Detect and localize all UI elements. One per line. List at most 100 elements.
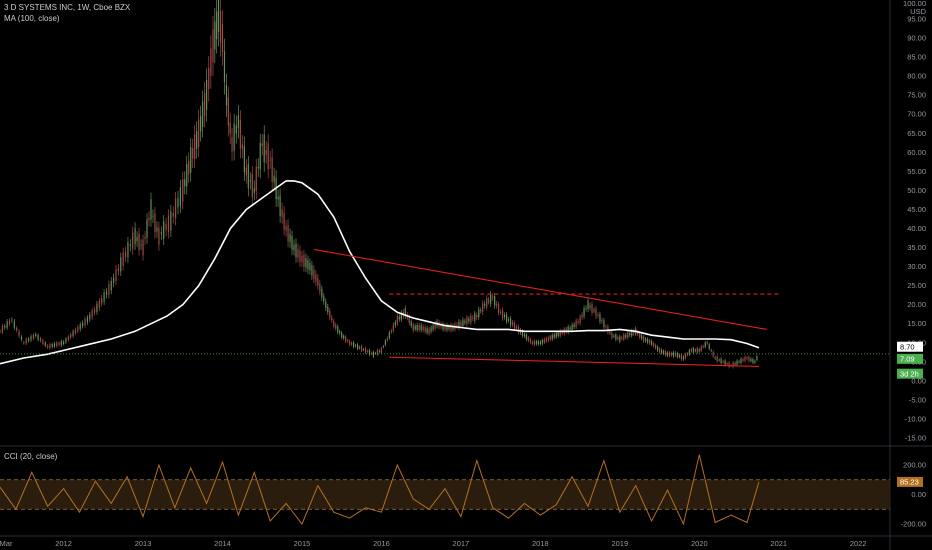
price-candle-body xyxy=(394,322,396,326)
price-candle-body xyxy=(360,346,363,351)
price-candle-body xyxy=(317,278,319,286)
price-candle-body xyxy=(223,51,226,82)
cci-tick-label: -200.00 xyxy=(901,520,926,529)
price-candle-body xyxy=(309,262,311,271)
price-candle-body xyxy=(257,166,259,169)
time-tick-label: 2015 xyxy=(294,539,311,548)
price-candle-body xyxy=(74,329,77,334)
cci-title[interactable]: CCI (20, close) xyxy=(4,452,58,461)
time-tick-label: 2012 xyxy=(55,539,72,548)
price-candle-body xyxy=(175,198,177,219)
price-candle-body xyxy=(609,331,611,334)
price-candle-body xyxy=(221,24,224,53)
price-candle-body xyxy=(656,346,659,351)
price-candle-body xyxy=(206,80,208,111)
price-tick-label: 90.00 xyxy=(907,34,926,43)
price-candle-body xyxy=(229,122,231,134)
price-candle-body xyxy=(464,320,466,323)
price-candle-body xyxy=(44,342,46,347)
price-candle-body xyxy=(261,143,263,147)
price-candle-body xyxy=(323,296,325,302)
price-candle-body xyxy=(136,236,138,242)
price-candle-body xyxy=(299,250,301,262)
price-candle-body xyxy=(482,303,484,312)
price-candle-body xyxy=(619,336,621,342)
price-candle-body xyxy=(150,199,152,220)
price-axis-top-label: 100.00 xyxy=(903,0,926,8)
ma-legend[interactable]: MA (100, close) xyxy=(4,14,60,23)
price-candle-body xyxy=(547,337,549,341)
price-tick-label: 30.00 xyxy=(907,262,926,271)
price-candle-body xyxy=(287,224,289,242)
price-candle-body xyxy=(167,215,170,233)
price-candle-body xyxy=(631,330,633,336)
price-candle-body xyxy=(231,137,233,152)
price-tick-label: -5.00 xyxy=(909,395,926,404)
price-candle-body xyxy=(557,332,559,336)
price-candle-body xyxy=(649,340,651,344)
price-candle-body xyxy=(551,334,553,340)
price-axis-unit: USD xyxy=(910,7,926,16)
price-candle-body xyxy=(113,277,115,283)
price-candle-body xyxy=(754,360,756,363)
price-candle-body xyxy=(103,292,105,302)
price-candle-body xyxy=(404,308,406,317)
price-candle-body xyxy=(704,342,706,347)
main-pane[interactable] xyxy=(0,0,890,446)
price-candle-body xyxy=(426,328,428,333)
price-candle-body xyxy=(680,354,683,360)
price-candle-body xyxy=(525,334,528,340)
price-candle-body xyxy=(172,212,174,217)
price-candle-body xyxy=(307,260,309,270)
price-candle-body xyxy=(277,196,279,200)
price-tick-label: 70.00 xyxy=(907,110,926,119)
price-candle-body xyxy=(255,166,257,192)
price-candle-body xyxy=(645,338,647,342)
price-candle-body xyxy=(283,212,285,230)
price-candle-body xyxy=(251,173,253,198)
price-candle-body xyxy=(706,342,708,344)
price-candle-body xyxy=(16,327,18,331)
price-candle-body xyxy=(20,336,23,340)
price-candle-body xyxy=(621,337,623,339)
price-candle-body xyxy=(559,330,561,336)
price-candle-body xyxy=(539,341,541,345)
price-candle-body xyxy=(297,248,299,258)
price-candle-body xyxy=(398,316,400,320)
price-candle-body xyxy=(660,349,663,353)
price-candle-body xyxy=(722,361,724,363)
upper-resistance xyxy=(313,248,767,330)
symbol-title[interactable]: 3 D SYSTEMS INC, 1W, Cboe BZX xyxy=(4,3,131,12)
price-candle-body xyxy=(416,325,418,331)
price-candle-body xyxy=(345,336,347,342)
ma-100-line xyxy=(0,180,760,365)
price-candle-body xyxy=(140,244,142,246)
price-candle-body xyxy=(335,324,337,329)
price-candle-body xyxy=(18,331,20,337)
price-candle-body xyxy=(96,303,98,312)
price-candle-body xyxy=(710,350,712,352)
price-candle-body xyxy=(196,130,198,149)
price-candle-body xyxy=(98,301,100,309)
price-candle-body xyxy=(623,334,625,340)
price-candle-body xyxy=(202,101,204,127)
price-candle-body xyxy=(325,301,327,308)
price-candle-body xyxy=(651,340,653,345)
price-candle-body xyxy=(470,315,472,323)
price-candle-body xyxy=(351,342,353,345)
price-badge-bg xyxy=(897,368,923,379)
price-candle-body xyxy=(647,338,649,343)
price-candle-body xyxy=(513,322,516,329)
price-candle-body xyxy=(194,134,196,159)
price-candle-body xyxy=(200,116,202,132)
price-candle-body xyxy=(303,254,305,267)
price-candle-body xyxy=(587,300,589,309)
price-candle-body xyxy=(643,336,645,342)
cci-legend: CCI (20, close) xyxy=(4,451,57,462)
price-candle-body xyxy=(756,356,758,361)
price-candle-body xyxy=(633,330,635,334)
price-candle-body xyxy=(253,188,255,193)
price-candle-body xyxy=(384,340,387,345)
price-candle-body xyxy=(4,325,6,328)
